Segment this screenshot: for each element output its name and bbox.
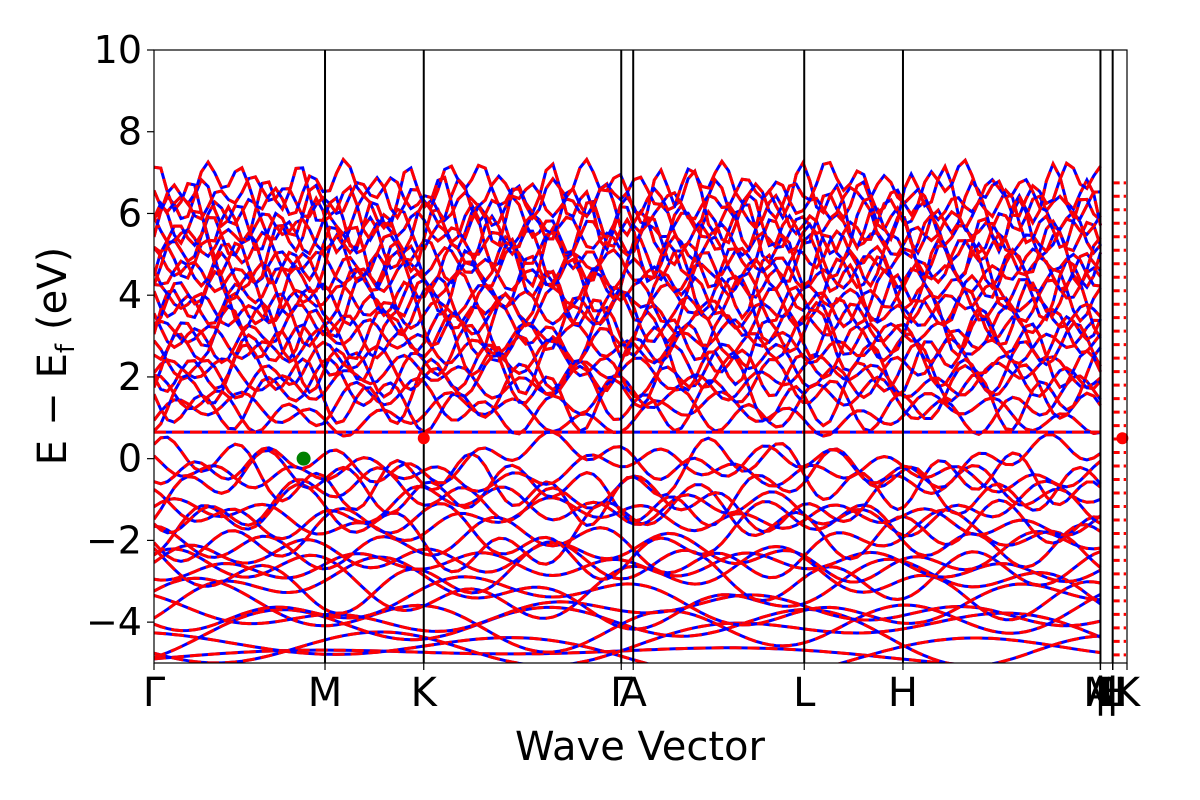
x-tick-label: L <box>793 670 816 716</box>
x-tick-label: | <box>1106 670 1119 716</box>
y-label-minus: − <box>30 392 76 426</box>
x-tick-label: A <box>620 670 648 716</box>
x-tick-label: L <box>1102 670 1125 716</box>
y-tick-label: 10 <box>94 28 142 72</box>
x-tick-label: M <box>1083 670 1118 716</box>
band-line-red <box>154 576 1102 654</box>
band-line-red <box>154 176 1102 256</box>
band-line-red <box>154 281 1102 331</box>
band-line-red <box>154 430 1102 490</box>
x-axis-label: Wave Vector <box>515 724 766 770</box>
band-line-red <box>154 229 1102 292</box>
band-line-red <box>154 479 1102 541</box>
cbm-marker <box>417 432 430 445</box>
y-tick-label: 4 <box>118 273 142 317</box>
band-line-red <box>154 156 1102 222</box>
y-tick-label: 2 <box>118 355 142 399</box>
band-line-red <box>154 341 1102 433</box>
bands-group <box>154 156 1126 663</box>
x-tick-label: Γ <box>143 670 166 716</box>
band-line-red <box>154 447 1102 494</box>
x-tick-label: M <box>308 670 343 716</box>
x-tick-label: | <box>1106 670 1119 716</box>
band-line-red <box>154 540 1102 615</box>
band-line-blue <box>154 496 1102 543</box>
band-line-red <box>154 195 1102 290</box>
band-line-red <box>154 447 1102 528</box>
svg-text:E−Ef(eV): E − Ef (eV) <box>30 247 81 465</box>
y-tick-label: −4 <box>86 600 142 644</box>
x-ticks: Γ M K ΓA L H A|L|M|HK <box>143 663 1142 716</box>
band-line-red <box>154 209 1102 259</box>
band-line-red <box>154 321 1102 399</box>
y-label-ef: E <box>30 353 76 378</box>
kpoint-lines <box>324 50 1114 663</box>
band-line-red <box>154 631 1101 663</box>
band-line-red <box>154 529 1101 584</box>
plot-frame <box>153 49 1128 664</box>
x-tick-label: H <box>1098 670 1128 716</box>
y-tick-label: 8 <box>118 110 142 154</box>
x-tick-label: K <box>411 670 439 716</box>
y-ticks: −4 −2 0 2 4 6 8 10 <box>86 28 154 644</box>
y-tick-label: 0 <box>118 437 142 481</box>
band-line-blue <box>154 159 1102 255</box>
band-line-red <box>154 265 1102 329</box>
x-tick-label: Γ <box>610 670 633 716</box>
x-tick-label: A <box>1087 670 1115 716</box>
band-line-blue <box>154 611 1102 663</box>
band-line-red <box>154 302 1102 365</box>
band-line-red <box>154 544 1101 622</box>
x-tick-label: H <box>888 670 918 716</box>
band-line-red <box>154 593 1101 633</box>
band-line-red <box>154 353 1102 402</box>
band-line-red <box>154 357 1102 434</box>
y-label-unit: (eV) <box>30 247 76 330</box>
band-line-red <box>154 245 1101 294</box>
band-line-red <box>154 193 1102 256</box>
band-line-red <box>154 550 1102 584</box>
x-tick-label: K <box>1114 670 1142 716</box>
vbm-marker <box>296 451 311 466</box>
y-tick-label: 6 <box>118 191 142 235</box>
band-line-red <box>154 646 960 663</box>
cbm-marker <box>1116 432 1129 445</box>
y-tick-label: −2 <box>86 518 142 562</box>
x-tick-label: | <box>1094 670 1107 716</box>
y-label-e: E <box>30 440 76 465</box>
y-axis-label: E − Ef (eV) <box>30 247 81 465</box>
band-line-red <box>154 575 1101 633</box>
band-line-red <box>154 483 1101 574</box>
extrema-markers <box>296 432 1129 466</box>
y-label-ef-sub: f <box>51 343 81 353</box>
